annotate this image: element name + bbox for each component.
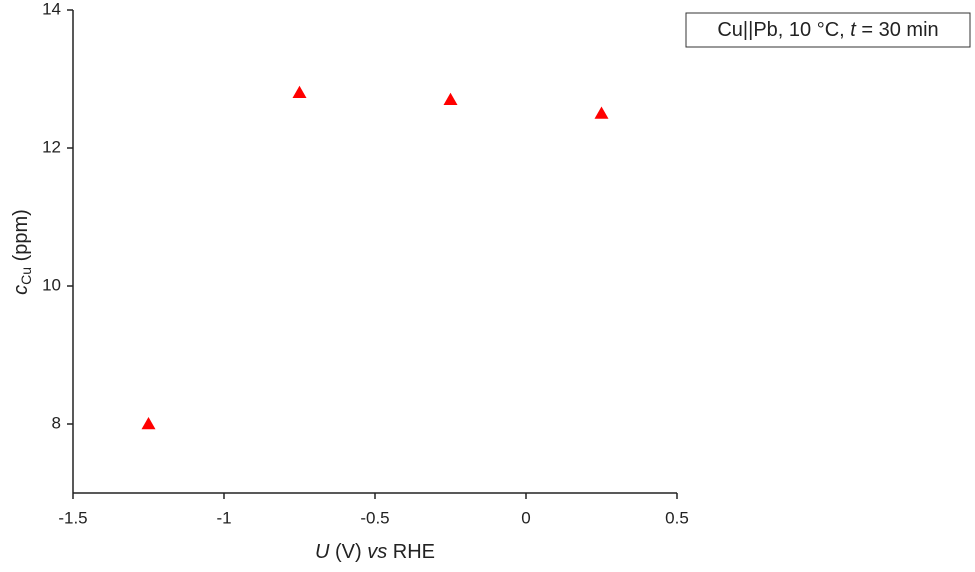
y-tick-label: 8 — [52, 413, 61, 432]
marker — [594, 106, 609, 119]
label-run: (V) — [329, 541, 367, 563]
annotation-box — [685, 12, 971, 48]
marker — [443, 92, 458, 105]
label-run: Cu||Pb, 10 °C, — [717, 19, 850, 41]
marker — [292, 85, 307, 99]
annotation: Cu||Pb, 10 °C, t = 30 min — [717, 19, 938, 41]
x-tick-label: 0.5 — [665, 508, 689, 527]
x-tick-label: -1 — [216, 508, 231, 527]
label-run: (ppm) — [10, 209, 32, 267]
label-run: U — [315, 541, 330, 563]
label-run: t — [850, 19, 857, 41]
label-run: c — [10, 285, 32, 295]
label-run: Cu — [18, 267, 34, 285]
y-tick-label: 12 — [42, 137, 61, 156]
label-run: = 30 min — [856, 19, 939, 41]
x-tick-label: 0 — [521, 508, 530, 527]
y-tick-label: 10 — [42, 275, 61, 294]
x-tick-label: -0.5 — [360, 508, 389, 527]
marker — [141, 417, 156, 430]
x-axis-title: U (V) vs RHE — [315, 541, 435, 563]
label-run: vs — [367, 541, 387, 563]
label-run: RHE — [387, 541, 435, 563]
x-tick-label: -1.5 — [58, 508, 87, 527]
y-tick-label: 14 — [42, 0, 61, 18]
y-axis-title: cCu (ppm) — [10, 209, 33, 295]
